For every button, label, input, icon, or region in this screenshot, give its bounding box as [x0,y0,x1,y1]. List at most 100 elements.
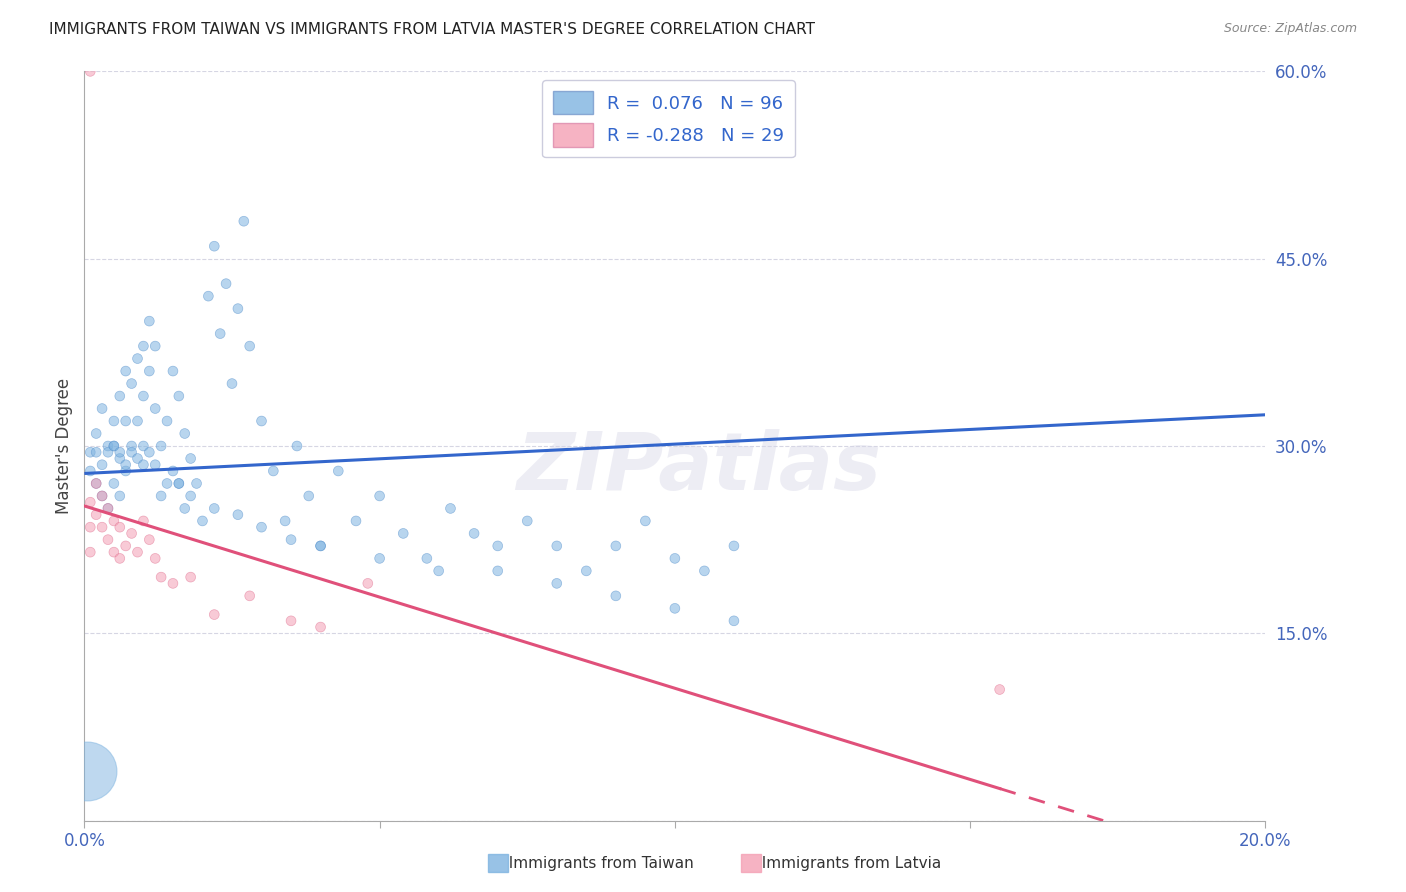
Point [723,539,745,553]
Point [127,545,149,559]
Point [91,520,114,534]
Point [79,545,101,559]
Point [121,376,143,391]
Point [91,489,114,503]
Text: Source: ZipAtlas.com: Source: ZipAtlas.com [1223,22,1357,36]
Point [114,364,136,378]
Point [79,520,101,534]
Point [232,214,254,228]
Point [262,464,284,478]
Point [84,426,107,441]
Point [121,526,143,541]
Text: ZIPatlas: ZIPatlas [516,429,882,508]
Point [180,489,202,503]
Point [108,451,131,466]
Point [132,389,155,403]
Point [132,439,155,453]
Point [463,526,485,541]
Point [97,439,120,453]
Point [103,545,125,559]
Point [250,520,273,534]
Point [91,458,114,472]
Point [723,614,745,628]
Point [156,476,179,491]
Point [309,539,332,553]
Text: IMMIGRANTS FROM TAIWAN VS IMMIGRANTS FROM LATVIA MASTER'S DEGREE CORRELATION CHA: IMMIGRANTS FROM TAIWAN VS IMMIGRANTS FRO… [49,22,815,37]
Point [298,489,321,503]
Point [328,464,350,478]
Point [150,489,173,503]
Point [132,514,155,528]
Point [191,514,214,528]
Point [215,277,238,291]
Point [150,439,173,453]
Point [162,576,184,591]
Point [167,389,190,403]
Point [439,501,461,516]
Point [202,239,225,253]
Point [143,401,166,416]
Point [209,326,232,341]
Text: Immigrants from Latvia: Immigrants from Latvia [752,856,942,871]
Point [108,489,131,503]
Point [114,458,136,472]
Point [76,764,98,778]
Point [103,414,125,428]
Point [132,458,155,472]
Point [274,514,297,528]
Point [186,476,208,491]
Point [162,464,184,478]
Point [546,576,568,591]
Point [91,401,114,416]
Point [239,339,262,353]
Point [103,439,125,453]
Point [226,301,249,316]
Point [108,520,131,534]
Point [664,551,686,566]
Point [368,489,391,503]
Point [486,564,509,578]
Point [167,476,190,491]
Point [173,426,195,441]
Point [162,364,184,378]
Bar [488,855,508,872]
Y-axis label: Master's Degree: Master's Degree [55,378,73,514]
Point [344,514,367,528]
Point [605,539,627,553]
Point [150,570,173,584]
Point [79,445,101,459]
Point [575,564,598,578]
Point [226,508,249,522]
Point [486,539,509,553]
Point [108,389,131,403]
Point [97,445,120,459]
Point [693,564,716,578]
Point [84,508,107,522]
Point [202,607,225,622]
Point [108,445,131,459]
Legend: R =  0.076   N = 96, R = -0.288   N = 29: R = 0.076 N = 96, R = -0.288 N = 29 [543,80,794,158]
Point [180,570,202,584]
Point [84,476,107,491]
Point [132,339,155,353]
Point [605,589,627,603]
Point [121,439,143,453]
Point [309,620,332,634]
Point [197,289,219,303]
Point [103,439,125,453]
Point [103,476,125,491]
Point [156,414,179,428]
Point [368,551,391,566]
Point [280,614,302,628]
Point [516,514,538,528]
Point [138,533,160,547]
Point [114,414,136,428]
Bar [741,855,761,872]
Point [173,501,195,516]
Point [121,445,143,459]
Point [97,533,120,547]
Point [79,64,101,78]
Point [239,589,262,603]
Point [127,451,149,466]
Point [416,551,439,566]
